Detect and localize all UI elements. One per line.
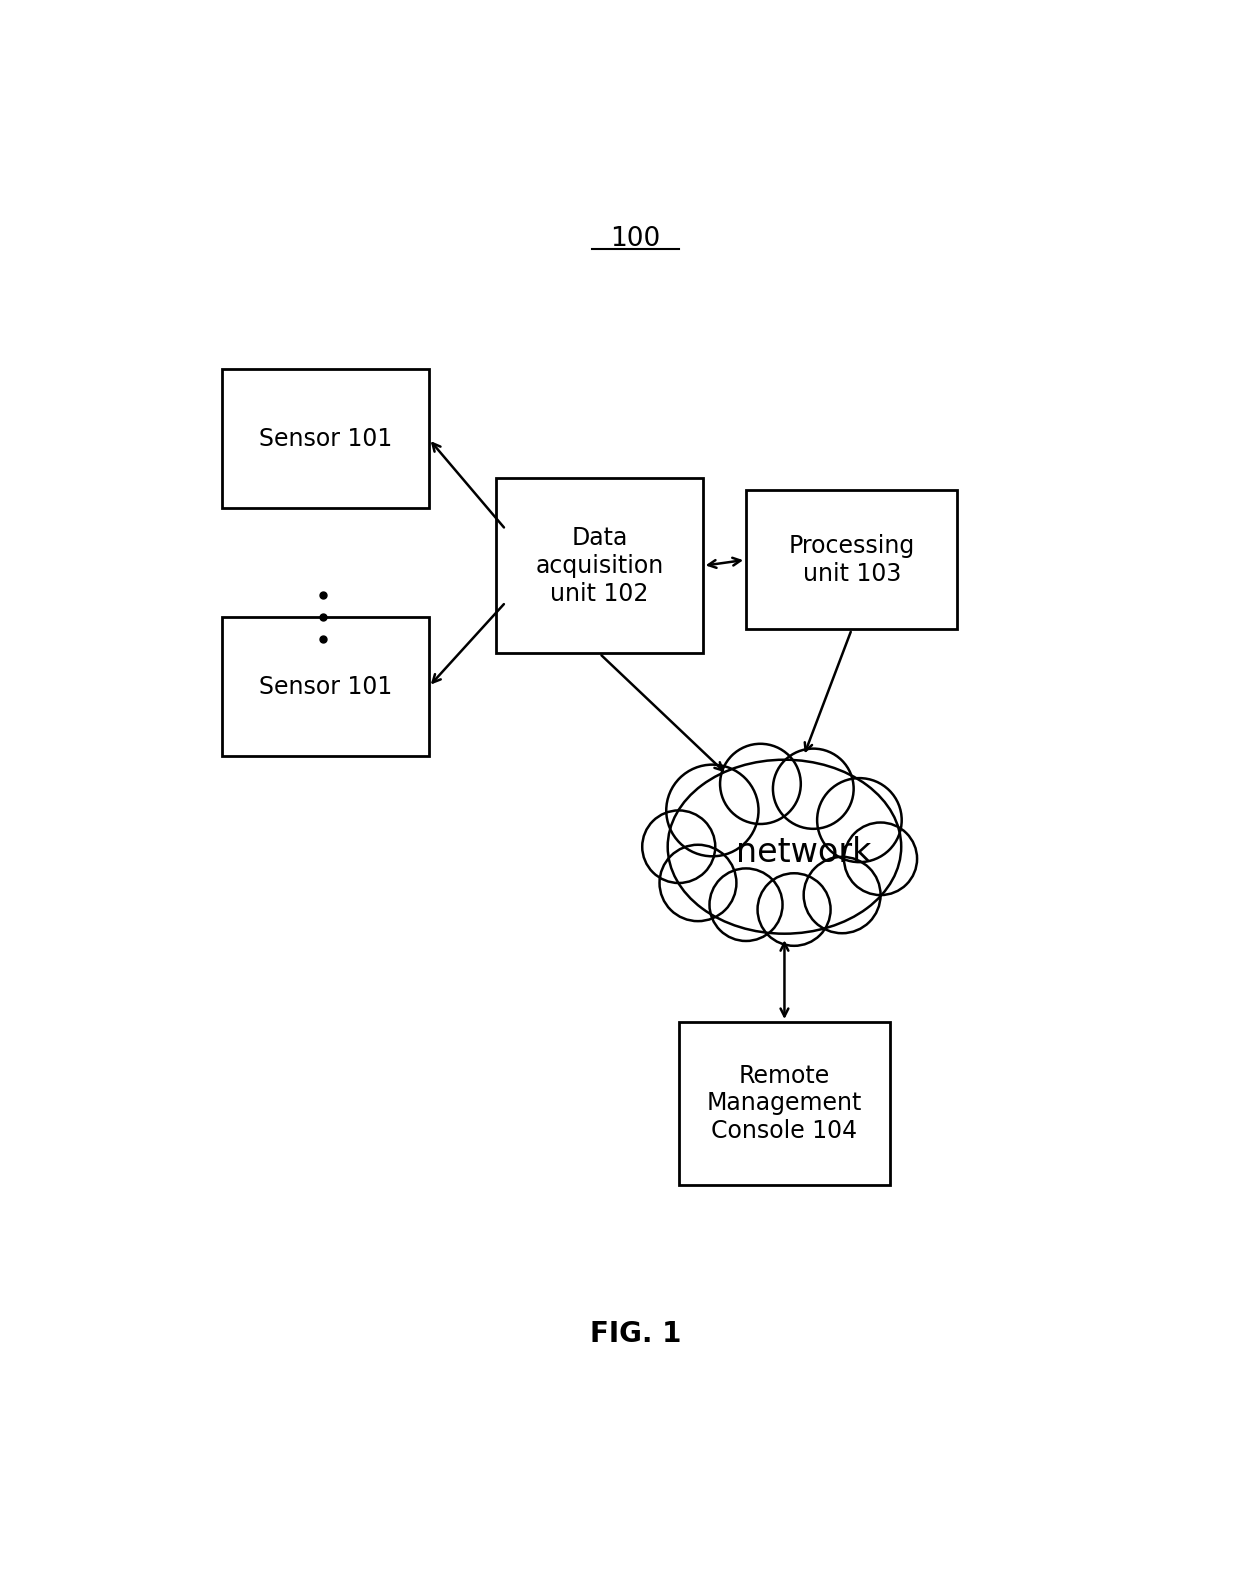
Text: 100: 100 xyxy=(610,226,661,253)
Ellipse shape xyxy=(844,822,918,894)
Ellipse shape xyxy=(720,744,801,824)
Ellipse shape xyxy=(666,764,759,857)
FancyBboxPatch shape xyxy=(496,479,703,653)
Text: Data
acquisition
unit 102: Data acquisition unit 102 xyxy=(536,526,663,606)
FancyBboxPatch shape xyxy=(222,617,429,756)
Ellipse shape xyxy=(660,844,737,921)
Text: Processing
unit 103: Processing unit 103 xyxy=(789,533,915,585)
Ellipse shape xyxy=(758,874,831,946)
Text: Sensor 101: Sensor 101 xyxy=(259,427,392,450)
Text: FIG. 1: FIG. 1 xyxy=(590,1320,681,1348)
Ellipse shape xyxy=(773,748,853,828)
Ellipse shape xyxy=(817,778,901,861)
FancyBboxPatch shape xyxy=(746,490,957,629)
Ellipse shape xyxy=(642,811,715,883)
Text: network: network xyxy=(737,836,872,869)
Text: Remote
Management
Console 104: Remote Management Console 104 xyxy=(707,1064,862,1144)
Ellipse shape xyxy=(709,868,782,941)
FancyBboxPatch shape xyxy=(678,1021,890,1185)
Ellipse shape xyxy=(667,759,901,934)
Ellipse shape xyxy=(804,857,880,934)
FancyBboxPatch shape xyxy=(222,370,429,508)
Text: Sensor 101: Sensor 101 xyxy=(259,675,392,698)
